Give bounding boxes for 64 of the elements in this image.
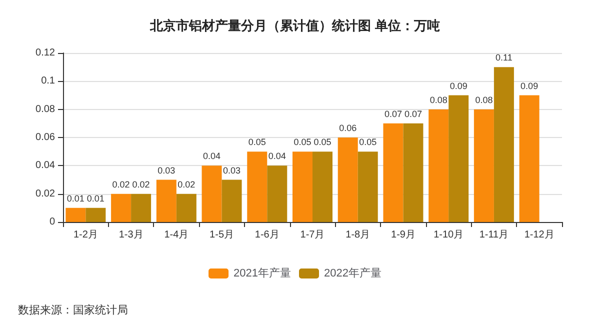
bar bbox=[202, 166, 222, 222]
bar bbox=[86, 208, 106, 222]
bar bbox=[222, 180, 242, 222]
x-tick-label: 1-4月 bbox=[164, 230, 189, 240]
data-label: 0.02 bbox=[132, 179, 150, 190]
bar bbox=[383, 123, 404, 222]
y-tick-label: 0.02 bbox=[36, 188, 56, 200]
bar bbox=[338, 138, 358, 222]
source-note: 数据来源：国家统计局 bbox=[18, 304, 128, 316]
data-label: 0.06 bbox=[339, 123, 357, 133]
data-label: 0.08 bbox=[475, 94, 493, 105]
bar bbox=[312, 152, 332, 222]
data-label: 0.05 bbox=[359, 137, 377, 148]
x-tick-label: 1-12月 bbox=[524, 230, 554, 240]
chart-title: 北京市铝材产量分月（累计值）统计图 单位：万吨 bbox=[149, 18, 440, 33]
bar bbox=[176, 194, 196, 222]
bar bbox=[247, 152, 268, 222]
x-tick-label: 1-8月 bbox=[346, 230, 370, 240]
x-tick-label: 1-10月 bbox=[434, 230, 464, 240]
data-label: 0.02 bbox=[178, 179, 196, 190]
x-tick-label: 1-11月 bbox=[479, 230, 509, 240]
data-label: 0.03 bbox=[223, 165, 241, 176]
x-tick-label: 1-6月 bbox=[254, 230, 280, 240]
bar bbox=[474, 109, 494, 222]
data-label: 0.08 bbox=[430, 94, 448, 105]
data-label: 0.03 bbox=[158, 165, 176, 176]
data-label: 0.09 bbox=[520, 80, 538, 91]
data-label: 0.07 bbox=[384, 108, 402, 119]
bar bbox=[156, 180, 176, 222]
data-label: 0.05 bbox=[248, 137, 266, 148]
y-tick-label: 0.04 bbox=[36, 160, 56, 172]
data-label: 0.02 bbox=[112, 179, 130, 190]
legend-label: 2021年产量 bbox=[234, 266, 292, 280]
x-tick-label: 1-5月 bbox=[210, 230, 234, 240]
bar bbox=[358, 152, 378, 222]
data-label: 0.01 bbox=[86, 193, 104, 204]
y-tick-label: 0.06 bbox=[36, 132, 56, 143]
y-tick-label: 0.12 bbox=[36, 48, 56, 58]
bar bbox=[428, 109, 449, 222]
y-tick-label: 0 bbox=[49, 216, 56, 228]
bar bbox=[494, 67, 514, 222]
bar bbox=[519, 95, 540, 222]
bar bbox=[267, 166, 288, 222]
data-label: 0.01 bbox=[66, 193, 84, 204]
x-tick-label: 1-2月 bbox=[73, 230, 98, 240]
bar bbox=[66, 208, 86, 222]
x-tick-label: 1-3月 bbox=[118, 230, 144, 240]
data-label: 0.07 bbox=[404, 108, 422, 119]
legend-label: 2022年产量 bbox=[324, 266, 382, 280]
y-tick-label: 0.1 bbox=[41, 76, 56, 87]
bar bbox=[292, 152, 312, 222]
bar bbox=[403, 123, 424, 222]
x-tick-label: 1-9月 bbox=[391, 230, 416, 240]
bar bbox=[111, 194, 132, 222]
data-label: 0.11 bbox=[496, 52, 512, 63]
data-label: 0.04 bbox=[203, 151, 221, 162]
bar bbox=[131, 194, 152, 222]
y-tick-label: 0.08 bbox=[36, 104, 56, 115]
data-label: 0.05 bbox=[314, 137, 332, 148]
data-label: 0.05 bbox=[294, 137, 312, 148]
bar bbox=[448, 95, 469, 222]
data-label: 0.09 bbox=[450, 80, 468, 91]
x-tick-label: 1-7月 bbox=[300, 230, 325, 240]
data-label: 0.04 bbox=[268, 151, 286, 162]
